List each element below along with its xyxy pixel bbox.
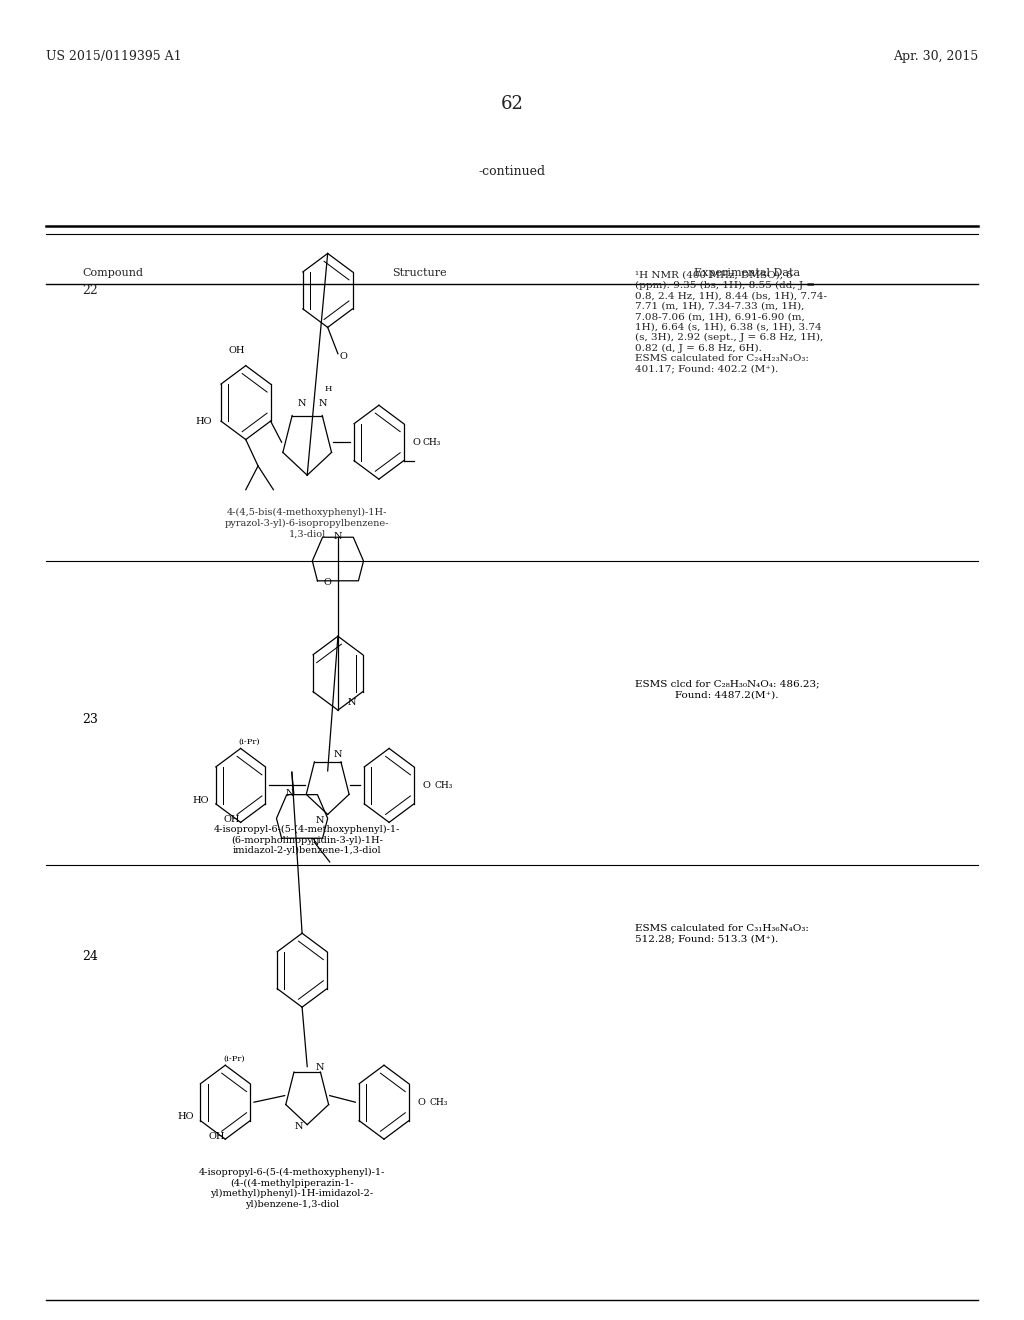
Text: H: H — [325, 385, 333, 393]
Text: ¹H NMR (400 MHz, DMSO), δ
(ppm): 9.35 (bs, 1H), 8.55 (dd, J =
0.8, 2.4 Hz, 1H), : ¹H NMR (400 MHz, DMSO), δ (ppm): 9.35 (b… — [635, 271, 827, 374]
Text: HO: HO — [177, 1113, 194, 1122]
Text: N: N — [334, 750, 342, 759]
Text: 24: 24 — [82, 950, 98, 964]
Text: HO: HO — [193, 796, 209, 805]
Text: US 2015/0119395 A1: US 2015/0119395 A1 — [46, 50, 181, 63]
Text: N: N — [286, 789, 294, 799]
Text: ESMS clcd for C₂₈H₃₀N₄O₄: 486.23;
Found: 4487.2(M⁺).: ESMS clcd for C₂₈H₃₀N₄O₄: 486.23; Found:… — [635, 680, 819, 700]
Text: -continued: -continued — [478, 165, 546, 178]
Text: 4-(4,5-bis(4-methoxyphenyl)-1H-
pyrazol-3-yl)-6-isopropylbenzene-
1,3-diol: 4-(4,5-bis(4-methoxyphenyl)-1H- pyrazol-… — [225, 508, 389, 539]
Text: OH: OH — [209, 1133, 225, 1140]
Text: N: N — [315, 1063, 324, 1072]
Text: HO: HO — [196, 417, 212, 425]
Text: 23: 23 — [82, 713, 98, 726]
Text: OH: OH — [229, 346, 246, 355]
Text: CH₃: CH₃ — [423, 438, 441, 446]
Text: 62: 62 — [501, 95, 523, 114]
Text: 4-isopropyl-6-(5-(4-methoxyphenyl)-1-
(6-morpholinopyridin-3-yl)-1H-
imidazol-2-: 4-isopropyl-6-(5-(4-methoxyphenyl)-1- (6… — [214, 825, 400, 855]
Text: N: N — [295, 1122, 303, 1131]
Text: N: N — [334, 532, 342, 541]
Text: CH₃: CH₃ — [429, 1098, 447, 1106]
Text: (i-Pr): (i-Pr) — [223, 1055, 245, 1063]
Text: CH₃: CH₃ — [434, 781, 453, 789]
Text: N: N — [310, 838, 318, 847]
Text: Compound: Compound — [82, 268, 143, 279]
Text: (i-Pr): (i-Pr) — [239, 738, 260, 746]
Text: N: N — [298, 399, 306, 408]
Text: N: N — [315, 816, 324, 825]
Text: O: O — [418, 1098, 426, 1106]
Text: O: O — [324, 578, 332, 587]
Text: O: O — [423, 781, 431, 789]
Text: O: O — [413, 438, 421, 446]
Text: O: O — [340, 352, 348, 360]
Text: N: N — [318, 399, 327, 408]
Text: Experimental Data: Experimental Data — [694, 268, 801, 279]
Text: N: N — [348, 698, 356, 708]
Text: ESMS calculated for C₃₁H₃₆N₄O₃:
512.28; Found: 513.3 (M⁺).: ESMS calculated for C₃₁H₃₆N₄O₃: 512.28; … — [635, 924, 809, 944]
Text: Structure: Structure — [392, 268, 447, 279]
Text: 4-isopropyl-6-(5-(4-methoxyphenyl)-1-
(4-((4-methylpiperazin-1-
yl)methyl)phenyl: 4-isopropyl-6-(5-(4-methoxyphenyl)-1- (4… — [199, 1168, 385, 1209]
Text: 22: 22 — [82, 284, 97, 297]
Text: Apr. 30, 2015: Apr. 30, 2015 — [893, 50, 978, 63]
Text: OH: OH — [224, 816, 241, 824]
